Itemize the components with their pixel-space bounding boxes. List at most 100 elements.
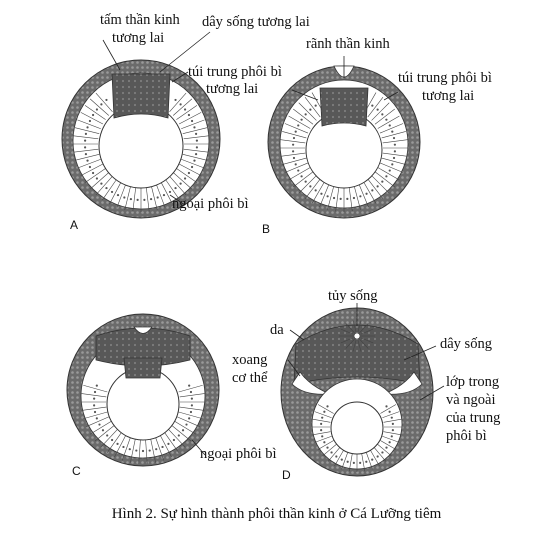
cell-wall <box>116 184 127 208</box>
cell-nucleus <box>84 152 88 156</box>
cell-wall <box>183 135 209 140</box>
cell-wall <box>382 411 400 419</box>
cell-nucleus <box>190 397 193 400</box>
cell-wall <box>160 181 173 205</box>
label-mesoderm-layers-4: phôi bì <box>446 428 487 444</box>
cell-nucleus <box>95 108 99 111</box>
cell-nucleus <box>371 104 374 107</box>
cell-nucleus <box>304 113 307 116</box>
neural-tube-cell <box>345 338 355 349</box>
cell-nucleus <box>93 404 96 407</box>
label-notochord-future: dây sống tương lai <box>202 14 310 30</box>
cell-nucleus <box>187 113 191 117</box>
cell-wall <box>107 432 122 453</box>
cell-wall <box>382 435 400 443</box>
cell-wall <box>314 411 332 419</box>
panel-c-embryo <box>66 313 220 467</box>
neural-tube-cell <box>360 328 374 335</box>
cell-nucleus <box>388 441 391 444</box>
cell-nucleus <box>393 143 396 146</box>
cell-nucleus <box>101 429 105 432</box>
cell-nucleus <box>371 458 374 461</box>
cell-wall <box>374 108 395 125</box>
cell-wall <box>77 158 101 169</box>
cell-wall <box>327 447 340 462</box>
cell-wall <box>138 438 141 464</box>
cell-nucleus <box>190 404 193 407</box>
cell-wall <box>172 98 193 116</box>
cell-wall <box>174 420 197 435</box>
cell-wall <box>319 183 330 208</box>
cell-nucleus <box>385 405 388 408</box>
cell-nucleus <box>323 410 326 413</box>
cell-nucleus <box>88 119 92 123</box>
cell-nucleus <box>185 423 188 426</box>
cell-nucleus <box>321 435 324 438</box>
label-neural-groove: rãnh thần kinh <box>306 36 390 52</box>
cell-wall <box>95 175 113 196</box>
cell-wall <box>374 171 395 188</box>
cell-wall <box>83 384 108 393</box>
cell-nucleus <box>385 118 388 121</box>
cell-nucleus <box>391 163 394 166</box>
cell-nucleus <box>393 150 396 153</box>
cell-nucleus <box>135 449 138 452</box>
panel-letter-c: C <box>72 464 81 478</box>
cell-wall <box>89 420 112 435</box>
cell-wall <box>383 418 402 423</box>
cell-wall <box>377 115 400 129</box>
panel-b-embryo <box>267 56 421 219</box>
cell-nucleus <box>326 446 329 449</box>
cell-wall <box>341 452 349 470</box>
cell-nucleus <box>388 410 391 413</box>
cell-nucleus <box>194 132 198 136</box>
cell-wall <box>74 153 100 161</box>
cell-wall <box>132 186 137 212</box>
label-neural-plate-future: tương lai <box>112 30 165 46</box>
label-mesoderm-layers-1: lớp trong <box>446 374 500 390</box>
cell-wall <box>86 416 110 427</box>
cell-wall <box>379 162 404 173</box>
cell-wall <box>73 135 99 140</box>
cell-wall <box>317 440 334 450</box>
cell-nucleus <box>95 417 98 420</box>
cell-nucleus <box>391 422 394 425</box>
cell-wall <box>367 97 384 118</box>
cell-wall <box>171 425 192 442</box>
cell-wall <box>81 393 107 398</box>
cell-nucleus <box>359 195 362 198</box>
cell-wall <box>109 181 122 205</box>
cell-nucleus <box>320 422 323 425</box>
cell-wall <box>282 157 307 165</box>
cell-nucleus <box>388 169 391 172</box>
cell-wall <box>293 171 314 188</box>
cell-nucleus <box>105 186 108 190</box>
cell-nucleus <box>168 190 172 194</box>
cell-wall <box>353 185 361 210</box>
label-mesoderm-pouch-b: túi trung phôi bì <box>398 70 492 86</box>
cell-wall <box>348 186 353 212</box>
neural-tube-cell <box>352 339 357 352</box>
cell-wall <box>81 406 107 411</box>
cell-nucleus <box>346 460 349 463</box>
cell-wall <box>179 393 205 398</box>
cell-nucleus <box>194 152 198 156</box>
cell-wall <box>380 404 397 414</box>
cell-wall <box>312 418 331 423</box>
cell-nucleus <box>100 182 103 185</box>
cell-nucleus <box>297 169 300 172</box>
cell-nucleus <box>136 198 139 201</box>
cell-nucleus <box>110 190 114 194</box>
cell-nucleus <box>155 448 158 451</box>
cell-wall <box>100 428 118 448</box>
cell-nucleus <box>98 423 101 426</box>
cell-wall <box>335 186 340 212</box>
cell-wall <box>165 179 180 201</box>
cell-wall <box>382 139 408 144</box>
cell-nucleus <box>174 186 177 190</box>
cell-wall <box>150 185 158 211</box>
cell-wall <box>169 175 187 196</box>
cell-wall <box>317 404 334 414</box>
label-mesoderm-layers-2: và ngoài <box>446 392 496 408</box>
neural-tube-cell <box>359 338 369 349</box>
